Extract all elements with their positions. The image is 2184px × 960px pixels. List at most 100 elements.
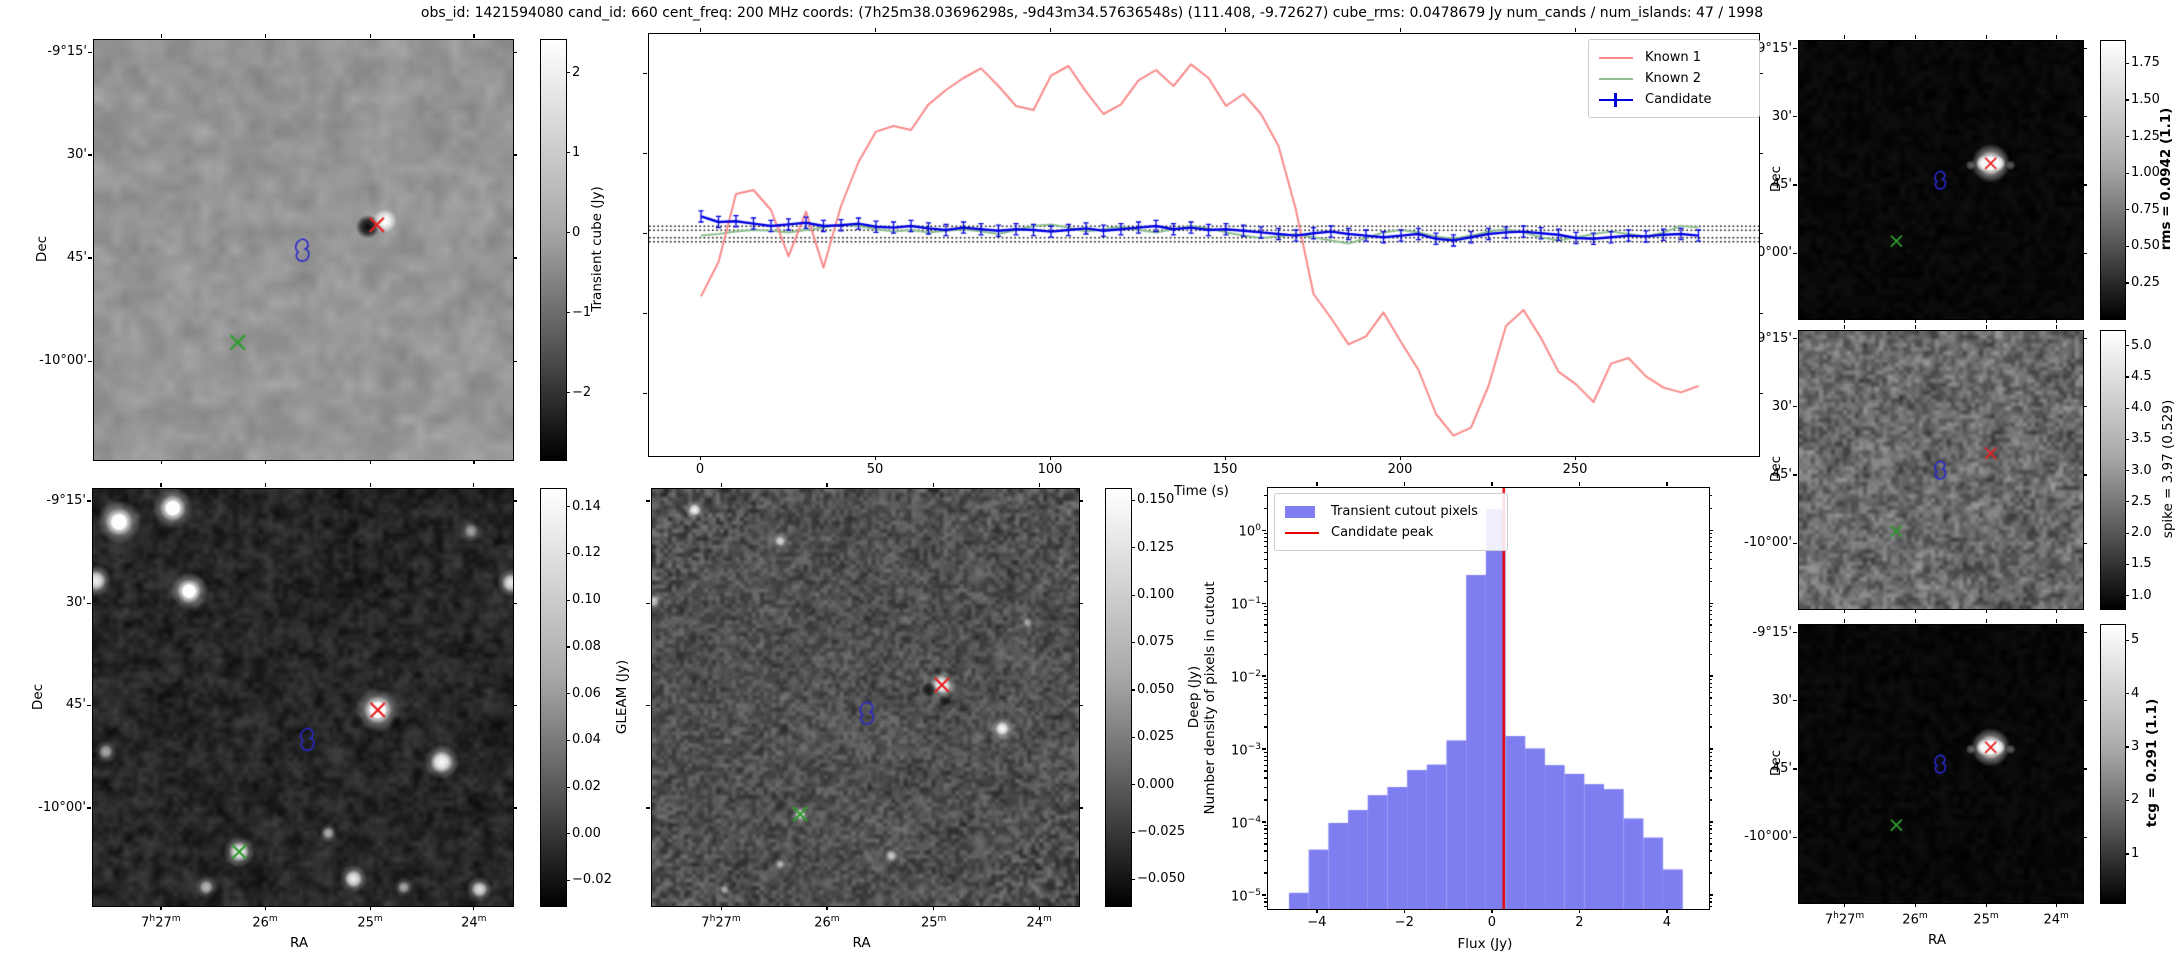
density-tick-label: 10−1: [1231, 596, 1261, 613]
flux-tick: [1491, 482, 1493, 486]
dec-tick: [1793, 48, 1797, 50]
flux-tick: [1316, 909, 1318, 913]
density-minor-tick: [1264, 832, 1267, 834]
ra-tick: [369, 460, 372, 464]
colorbar-tick: [566, 693, 570, 695]
colorbar-tick-label: 0.000: [1137, 776, 1175, 792]
flux-tick: [1403, 482, 1406, 486]
time-tick: [1574, 456, 1576, 460]
dec-tick-label: -9°15': [47, 44, 87, 60]
deep-image-cutout-colorbar-label: Deep (Jy): [1186, 665, 1202, 728]
dec-tick: [513, 360, 517, 362]
density-minor-tick: [1709, 770, 1712, 772]
density-minor-tick: [1709, 905, 1712, 907]
dec-tick-label: -9°15': [1752, 624, 1792, 640]
colorbar-tick: [566, 152, 570, 154]
time-tick: [699, 456, 701, 460]
density-minor-tick: [1709, 613, 1712, 615]
ra-tick: [2055, 609, 2057, 613]
ra-tick: [2055, 35, 2057, 39]
deep-image-cutout-image: [652, 489, 1079, 906]
dec-tick: [2083, 700, 2087, 702]
density-minor-tick: [1264, 624, 1267, 626]
flux-tick-label: 2: [1575, 915, 1584, 930]
dec-axis-label: Dec: [1768, 455, 1784, 483]
density-minor-tick: [1264, 697, 1267, 699]
ra-tick-label: 26m: [252, 914, 278, 931]
ra-tick: [1844, 319, 1846, 323]
colorbar-tick-label: 0.150: [1137, 492, 1175, 508]
density-minor-tick: [1264, 777, 1267, 779]
dec-tick: [87, 807, 91, 809]
density-tick: [1709, 821, 1713, 823]
density-minor-tick: [1264, 799, 1267, 801]
ra-tick: [2055, 619, 2057, 623]
density-minor-tick: [1264, 759, 1267, 761]
density-minor-tick: [1709, 551, 1712, 553]
rms-map-cutout-colorbar-label: rms = 0.0942 (1.1): [2158, 107, 2174, 251]
density-minor-tick: [1709, 697, 1712, 699]
ra-tick-label: 24m: [461, 914, 487, 931]
dec-tick-label: 45': [1771, 760, 1792, 776]
density-minor-tick: [1264, 631, 1267, 633]
time-tick: [1399, 28, 1401, 32]
ra-tick: [933, 483, 935, 487]
dec-tick: [1793, 700, 1797, 702]
colorbar-tick-label: 1: [572, 144, 581, 160]
ra-axis-label: RA: [290, 935, 309, 951]
legend-line-swatch: [1599, 72, 1633, 86]
colorbar-tick-label: 2: [2131, 792, 2140, 808]
dec-tick: [87, 704, 91, 706]
colorbar-tick-label: 0.075: [1137, 634, 1175, 650]
time-tick: [1399, 456, 1401, 460]
dec-tick: [2083, 48, 2087, 50]
density-minor-tick: [1264, 609, 1267, 611]
transient-cube-cutout-image: [94, 40, 513, 460]
density-minor-tick: [1709, 872, 1712, 874]
legend-line-swatch: [1599, 92, 1633, 107]
colorbar-tick: [2125, 746, 2129, 748]
legend-label: Known 1: [1645, 50, 1701, 65]
legend-line-swatch: [1285, 526, 1319, 540]
dec-tick: [1079, 500, 1083, 502]
colorbar-tick: [2125, 407, 2129, 409]
ra-tick: [1038, 906, 1040, 910]
lightcurve-legend: Known 1 Known 2 Candidate: [1588, 39, 1760, 118]
ra-tick-label: 7h27m: [141, 914, 181, 931]
ra-tick: [369, 906, 371, 910]
dec-tick: [1793, 474, 1797, 476]
transient-cube-cutout-colorbar-label: Transient cube (Jy): [589, 186, 605, 312]
density-minor-tick: [1264, 828, 1267, 830]
colorbar-tick: [2125, 172, 2129, 174]
flux-tick: [1666, 909, 1668, 913]
dec-tick-label: -10°00': [1744, 535, 1792, 551]
density-minor-tick: [1264, 901, 1267, 903]
colorbar-tick-label: 0.00: [572, 825, 601, 841]
flux-tick: [643, 232, 647, 234]
colorbar-tick-label: 0.50: [2131, 238, 2160, 254]
ra-tick: [1985, 35, 1987, 39]
density-minor-tick: [1709, 640, 1712, 642]
ra-tick: [1914, 319, 1916, 323]
colorbar-tick: [2125, 245, 2129, 247]
density-minor-tick: [1709, 536, 1712, 538]
colorbar-tick-label: 3.5: [2131, 431, 2152, 447]
flux-tick: [643, 312, 647, 314]
legend-label: Candidate: [1645, 92, 1712, 107]
density-minor-tick: [1709, 759, 1712, 761]
colorbar-tick: [566, 72, 570, 74]
colorbar-tick: [1131, 784, 1135, 786]
colorbar-tick-label: 0.08: [572, 638, 601, 654]
colorbar-tick: [1131, 594, 1135, 596]
ra-tick: [720, 483, 722, 487]
ra-tick: [473, 483, 475, 487]
density-minor-tick: [1264, 551, 1267, 553]
legend-entry: Transient cutout pixels: [1285, 501, 1497, 522]
density-tick: [1709, 529, 1713, 531]
ra-tick: [1985, 903, 1987, 907]
dec-tick: [1793, 338, 1797, 340]
ra-tick: [1844, 35, 1846, 39]
colorbar-tick: [2125, 532, 2129, 534]
time-tick-label: 50: [866, 462, 884, 477]
density-minor-tick: [1264, 751, 1267, 753]
